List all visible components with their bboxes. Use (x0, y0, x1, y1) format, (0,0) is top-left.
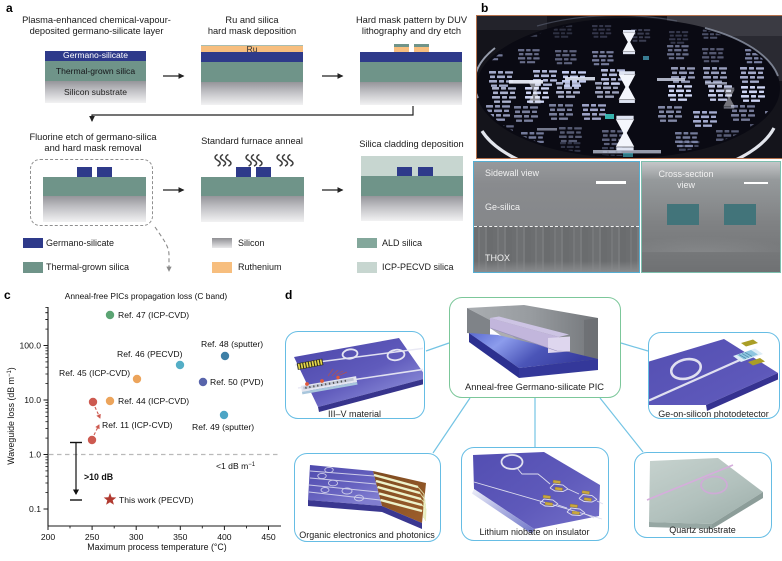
svg-text:Ref. 49 (sputter): Ref. 49 (sputter) (192, 422, 254, 432)
svg-text:100.0: 100.0 (19, 341, 41, 351)
svg-text:>10 dB: >10 dB (84, 472, 113, 482)
svg-text:10.0: 10.0 (24, 395, 41, 405)
svg-text:Ref. 47 (ICP-CVD): Ref. 47 (ICP-CVD) (118, 310, 189, 320)
svg-text:250: 250 (85, 532, 100, 542)
svg-text:Ref. 46 (PECVD): Ref. 46 (PECVD) (117, 349, 183, 359)
svg-text:1.0: 1.0 (29, 450, 41, 460)
svg-text:350: 350 (173, 532, 188, 542)
svg-text:Ref. 11 (ICP-CVD): Ref. 11 (ICP-CVD) (102, 420, 173, 430)
svg-text:Ref. 48 (sputter): Ref. 48 (sputter) (201, 339, 263, 349)
svg-text:400: 400 (217, 532, 232, 542)
svg-text:Waveguide loss (dB m−1): Waveguide loss (dB m−1) (6, 367, 16, 465)
svg-text:This work (PECVD): This work (PECVD) (119, 495, 194, 505)
svg-text:0.1: 0.1 (29, 504, 41, 514)
svg-text:450: 450 (261, 532, 276, 542)
svg-text:200: 200 (41, 532, 56, 542)
svg-text:Anneal-free PICs propagation l: Anneal-free PICs propagation loss (C ban… (65, 291, 228, 301)
svg-text:Maximum process temperature (°: Maximum process temperature (°C) (87, 542, 226, 552)
svg-text:Ref. 50 (PVD): Ref. 50 (PVD) (210, 377, 264, 387)
svg-text:<1 dB m−1: <1 dB m−1 (216, 461, 256, 471)
svg-text:Ref. 45 (ICP-CVD): Ref. 45 (ICP-CVD) (59, 368, 130, 378)
svg-text:300: 300 (129, 532, 144, 542)
svg-text:Ref. 44 (ICP-CVD): Ref. 44 (ICP-CVD) (118, 396, 189, 406)
